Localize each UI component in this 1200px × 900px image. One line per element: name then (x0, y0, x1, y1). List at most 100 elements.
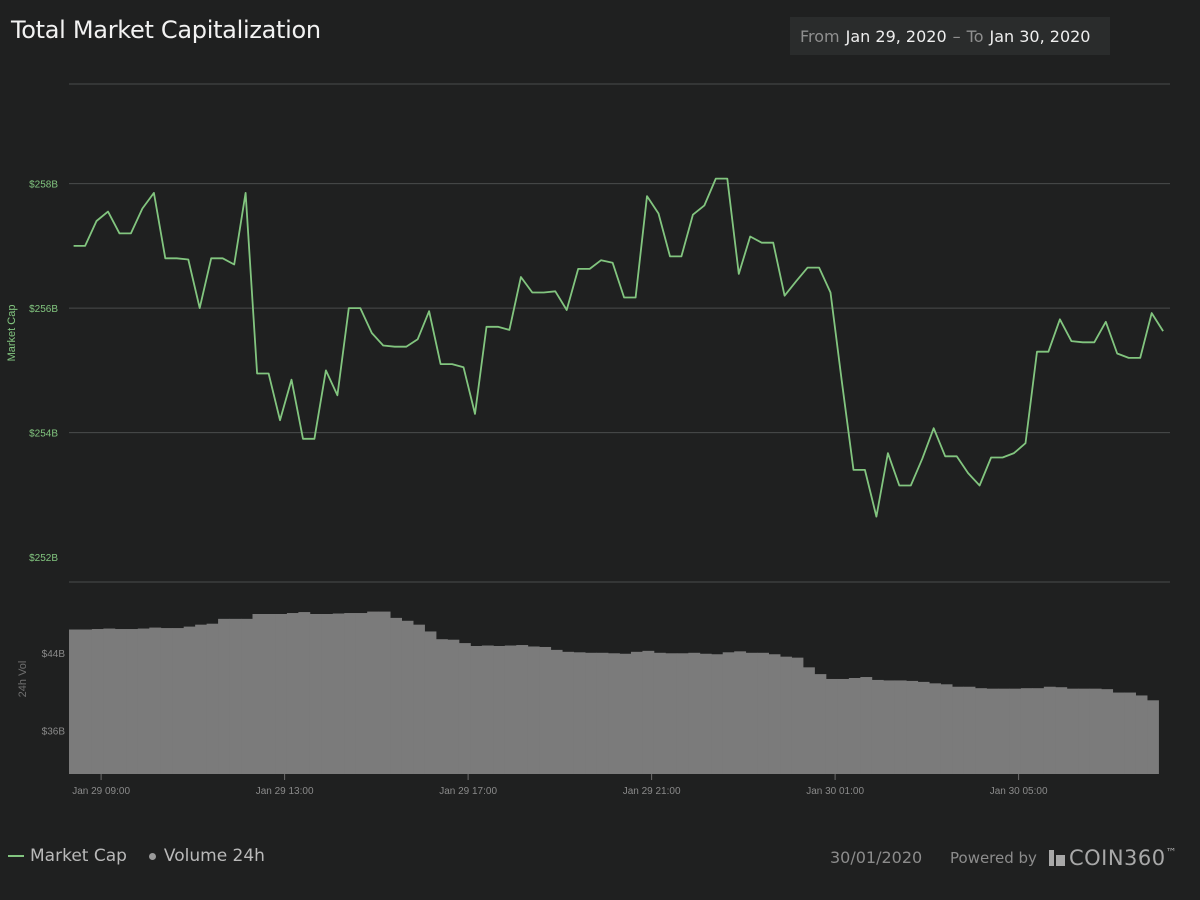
volume-bar (883, 680, 896, 774)
volume-bar (997, 688, 1010, 774)
volume-bar (1020, 688, 1033, 774)
volume-bar (355, 613, 368, 774)
volume-bar (722, 652, 735, 774)
volume-bar (183, 626, 196, 774)
x-tick-label: Jan 30 05:00 (990, 786, 1048, 797)
volume-bar (286, 613, 299, 774)
volume-bar (596, 652, 609, 774)
volume-y-tick-label: $44B (42, 649, 66, 660)
market-cap-line[interactable] (73, 177, 1164, 518)
volume-bar (149, 627, 162, 774)
volume-bar (791, 657, 804, 774)
volume-bar (424, 631, 437, 774)
volume-bar (814, 674, 827, 774)
volume-bar (516, 645, 529, 774)
volume-bar (768, 654, 781, 774)
volume-bar (447, 639, 460, 774)
axes: $252B $254B $256B $258B $36B $44B Market Cap 24… (6, 180, 1048, 797)
volume-bar (1009, 688, 1022, 774)
volume-bar (114, 629, 127, 774)
volume-bar (401, 620, 414, 774)
volume-bar (229, 618, 242, 774)
volume-bar (1055, 687, 1068, 774)
volume-bar (906, 680, 919, 774)
date-range-picker[interactable]: From Jan 29, 2020 – To Jan 30, 2020 (790, 17, 1110, 55)
volume-bar (608, 653, 620, 774)
volume-bar (975, 688, 987, 774)
volume-bar (963, 686, 976, 774)
volume-bar (825, 678, 838, 774)
volume-bar (470, 646, 483, 774)
volume-bar (1135, 695, 1148, 774)
volume-bar (917, 681, 930, 774)
volume-bar (734, 651, 747, 774)
volume-bar (757, 652, 769, 774)
volume-bar (527, 646, 540, 774)
market-cap-legend-swatch (8, 855, 24, 857)
volume-bar (390, 617, 402, 774)
volume-bar (1032, 688, 1045, 774)
legend-volume[interactable]: Volume 24h (163, 846, 265, 866)
powered-by-label: Powered by (950, 849, 1037, 867)
volume-bar (275, 614, 288, 774)
volume-bar (940, 684, 953, 774)
brand-name: COIN360 (1068, 846, 1166, 870)
volume-bar (952, 686, 964, 774)
x-tick-label: Jan 29 17:00 (439, 786, 497, 797)
volume-bar (241, 618, 253, 774)
volume-bar (298, 612, 311, 774)
volume-bar (550, 649, 563, 774)
y-tick-label: $256B (29, 304, 58, 315)
volume-bar (871, 679, 884, 774)
legend-market-cap[interactable]: Market Cap (30, 846, 127, 866)
trademark: ™ (1165, 845, 1178, 859)
coin360-logo[interactable]: COIN360 ™ (1048, 845, 1178, 870)
volume-bar (539, 646, 552, 774)
volume-axis-title: 24h Vol (17, 661, 29, 698)
volume-bar (837, 678, 850, 774)
coin360-logo-icon (1048, 850, 1065, 866)
volume-bar (665, 653, 678, 774)
chart-legend: Market Cap Volume 24h (8, 846, 265, 866)
volume-bar (1043, 686, 1056, 774)
volume-bar (504, 645, 517, 774)
volume-bar (803, 667, 815, 774)
volume-bar (493, 646, 506, 774)
volume-bar (172, 628, 185, 774)
volume-bar (137, 628, 150, 774)
chart-title: Total Market Capitalization (11, 16, 321, 44)
volume-bar (126, 629, 139, 774)
volume-bar (986, 688, 999, 774)
volume-bar (309, 614, 322, 774)
y-axis-title: Market Cap (6, 305, 18, 362)
volume-bar (332, 613, 345, 774)
volume-bar (206, 623, 219, 774)
volume-y-tick-label: $36B (42, 726, 66, 737)
volume-bar (688, 652, 701, 774)
volume-bar (160, 628, 173, 774)
y-tick-label: $254B (29, 429, 58, 440)
volume-bar (195, 624, 208, 774)
volume-bar (321, 614, 334, 774)
volume-bar (676, 653, 689, 774)
volume-bar (860, 677, 873, 774)
volume-bar (103, 628, 116, 774)
volume-bar (378, 611, 391, 774)
x-tick-label: Jan 30 01:00 (806, 786, 864, 797)
powered-by: Powered by COIN360 ™ (950, 845, 1178, 871)
footer-date: 30/01/2020 (830, 848, 923, 867)
volume-bar (573, 652, 586, 774)
volume-bar (263, 614, 276, 774)
to-date[interactable]: Jan 30, 2020 (989, 26, 1091, 46)
volume-bar (1124, 692, 1136, 774)
volume-bar (848, 678, 861, 774)
volume-bar (80, 629, 93, 774)
volume-bar (481, 645, 494, 774)
volume-bar (711, 654, 724, 774)
volume-bar (91, 629, 104, 774)
volume-bar (367, 611, 380, 774)
volume-bar (1066, 688, 1079, 774)
from-date[interactable]: Jan 29, 2020 (845, 26, 947, 46)
volume-bar (699, 653, 712, 774)
